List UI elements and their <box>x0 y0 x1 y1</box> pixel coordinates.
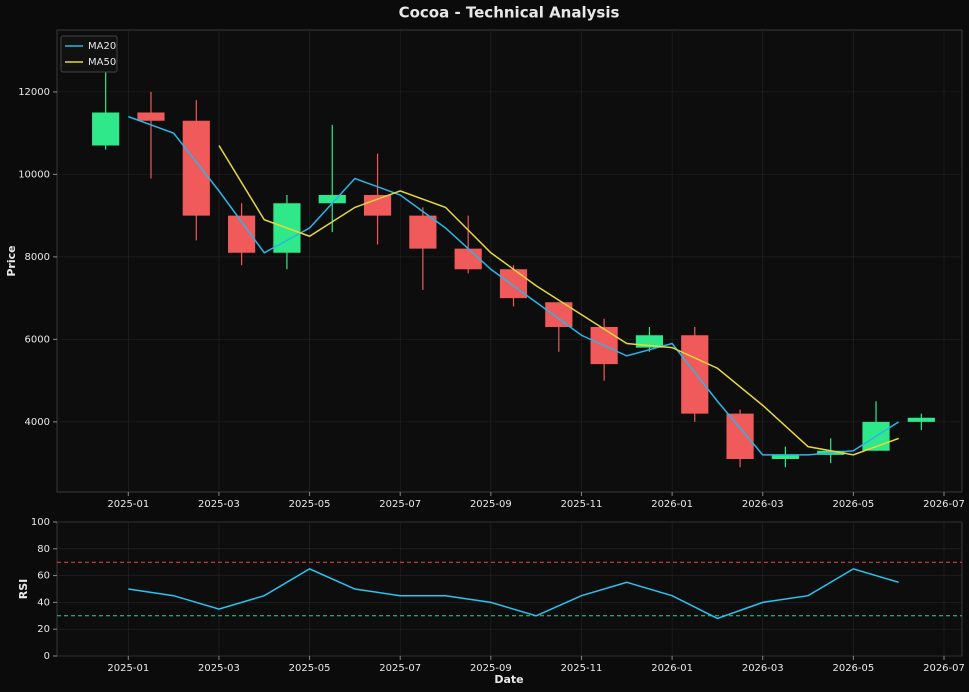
candle-body <box>318 195 346 204</box>
y-tick-label: 80 <box>37 544 50 555</box>
candle-body <box>726 413 754 459</box>
candle-body <box>681 335 709 414</box>
candle-body <box>771 454 799 459</box>
rsi-line <box>128 568 899 620</box>
y-tick-label: 8000 <box>25 252 50 263</box>
y-tick-label: 60 <box>37 571 50 582</box>
x-tick-label: 2025-03 <box>198 499 240 510</box>
x-tick-label: 2025-09 <box>470 663 512 674</box>
y-tick-label: 6000 <box>25 334 50 345</box>
x-tick-label: 2025-07 <box>379 663 421 674</box>
y-tick-label: 100 <box>31 517 50 528</box>
candle-body <box>907 417 935 422</box>
x-tick-label: 2025-05 <box>289 663 331 674</box>
ma-line <box>218 145 899 456</box>
x-tick-label: 2025-11 <box>561 499 603 510</box>
y-axis-label: RSI <box>17 579 30 600</box>
legend-label: MA50 <box>88 57 116 68</box>
x-tick-label: 2025-09 <box>470 499 512 510</box>
x-tick-label: 2026-05 <box>832 499 874 510</box>
x-tick-label: 2025-01 <box>107 663 149 674</box>
ma-line <box>128 115 900 456</box>
chart-title: Cocoa - Technical Analysis <box>399 4 620 22</box>
x-tick-label: 2026-07 <box>923 499 965 510</box>
x-tick-label: 2026-05 <box>832 663 874 674</box>
legend <box>60 35 118 73</box>
candle-body <box>137 112 165 121</box>
y-tick-label: 20 <box>37 624 50 635</box>
x-tick-label: 2026-01 <box>651 663 693 674</box>
x-tick-label: 2025-03 <box>198 663 240 674</box>
candle-body <box>409 215 437 249</box>
y-axis-label: Price <box>5 245 18 276</box>
x-tick-label: 2025-01 <box>107 499 149 510</box>
candle-body <box>499 269 528 299</box>
price-panel <box>56 29 963 493</box>
legend-label: MA20 <box>88 41 116 52</box>
x-tick-label: 2026-07 <box>923 663 965 674</box>
y-tick-label: 4000 <box>25 417 50 428</box>
x-tick-label: 2026-03 <box>742 499 784 510</box>
x-tick-label: 2025-11 <box>561 663 603 674</box>
rsi-panel <box>56 521 963 657</box>
x-tick-label: 2025-05 <box>289 499 331 510</box>
y-tick-label: 10000 <box>18 169 50 180</box>
candle-body <box>363 195 392 216</box>
x-tick-label: 2026-01 <box>651 499 693 510</box>
x-axis-label: Date <box>494 673 523 686</box>
x-tick-label: 2025-07 <box>379 499 421 510</box>
x-tick-label: 2026-03 <box>742 663 784 674</box>
y-tick-label: 40 <box>37 597 50 608</box>
candle-body <box>454 248 482 270</box>
y-tick-label: 0 <box>44 651 50 662</box>
candle-body <box>92 112 120 146</box>
candle-body <box>182 120 210 216</box>
y-tick-label: 12000 <box>18 87 50 98</box>
